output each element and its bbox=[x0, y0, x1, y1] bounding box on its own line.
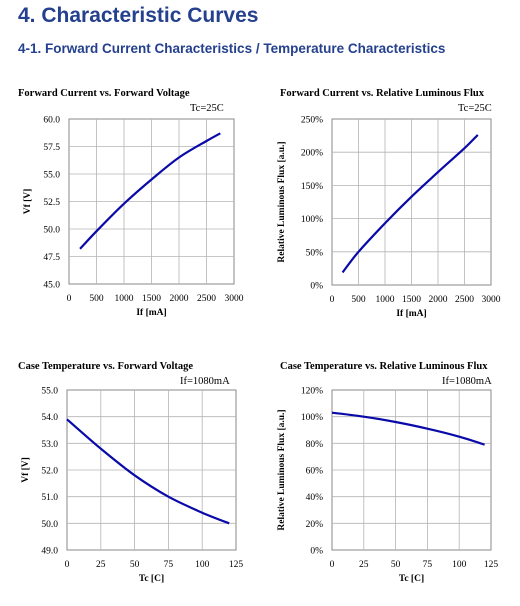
chart-condition: Tc=25C bbox=[458, 103, 492, 114]
y-tick-label: 57.5 bbox=[43, 143, 60, 153]
y-tick-label: 120% bbox=[301, 387, 323, 397]
x-tick-label: 3000 bbox=[482, 295, 501, 305]
series-line bbox=[341, 134, 479, 274]
x-tick-label: 75 bbox=[423, 560, 433, 570]
x-axis-label: Tc [C] bbox=[139, 574, 164, 584]
chart-if-flux: 0 500 1000 1500 2000 2500 3000 0% 50% 100% 150% 200… bbox=[277, 116, 501, 320]
x-tick-label: 50 bbox=[391, 560, 401, 570]
x-tick-label: 0 bbox=[330, 295, 335, 305]
chart-condition: Tc=25C bbox=[190, 103, 224, 114]
x-tick-label: 3000 bbox=[225, 294, 244, 304]
y-tick-label: 55.0 bbox=[43, 171, 60, 181]
x-tick-label: 0 bbox=[330, 560, 335, 570]
x-tick-label: 0 bbox=[65, 560, 70, 570]
x-tick-label: 100 bbox=[452, 560, 467, 570]
x-tick-label: 500 bbox=[89, 294, 104, 304]
series-line bbox=[331, 411, 485, 446]
x-tick-label: 75 bbox=[164, 560, 174, 570]
y-tick-label: 60.0 bbox=[43, 116, 60, 126]
chart-panel-tc-vf: Case Temperature vs. Forward Voltage If=… bbox=[18, 361, 278, 601]
y-tick-label: 0% bbox=[310, 547, 323, 557]
chart-condition: If=1080mA bbox=[180, 376, 230, 387]
x-axis-label: If [mA] bbox=[136, 308, 166, 318]
chart-title: Forward Current vs. Relative Luminous Fl… bbox=[280, 88, 484, 99]
x-tick-label: 100 bbox=[195, 560, 210, 570]
x-tick-label: 0 bbox=[67, 294, 72, 304]
x-tick-label: 1500 bbox=[402, 295, 421, 305]
y-tick-label: 250% bbox=[301, 116, 323, 126]
chart-if-vf: 0 500 1000 1500 2000 2500 3000 45.0 47.5 50.0 52.5… bbox=[23, 116, 244, 319]
y-tick-label: 100% bbox=[301, 215, 323, 225]
page-title: 4. Characteristic Curves bbox=[18, 4, 259, 27]
series-line bbox=[66, 418, 230, 525]
x-tick-label: 1000 bbox=[115, 294, 134, 304]
chart-panel-tc-flux: Case Temperature vs. Relative Luminous F… bbox=[260, 361, 520, 601]
x-tick-label: 25 bbox=[96, 560, 106, 570]
chart-panel-if-flux: Forward Current vs. Relative Luminous Fl… bbox=[260, 88, 520, 328]
y-tick-label: 80% bbox=[306, 440, 324, 450]
y-tick-label: 100% bbox=[301, 413, 323, 423]
y-tick-label: 54.0 bbox=[41, 413, 58, 423]
x-tick-label: 2500 bbox=[455, 295, 474, 305]
x-tick-label: 25 bbox=[359, 560, 369, 570]
y-axis-label: Vf [V] bbox=[23, 189, 33, 215]
y-tick-label: 47.5 bbox=[43, 253, 60, 263]
x-axis-label: If [mA] bbox=[396, 309, 426, 319]
chart-condition: If=1080mA bbox=[442, 376, 492, 387]
chart-title: Forward Current vs. Forward Voltage bbox=[18, 88, 190, 99]
y-tick-label: 20% bbox=[306, 520, 324, 530]
y-tick-label: 52.5 bbox=[43, 198, 60, 208]
x-tick-label: 125 bbox=[229, 560, 244, 570]
chart-title: Case Temperature vs. Forward Voltage bbox=[18, 361, 194, 372]
x-tick-label: 1500 bbox=[142, 294, 161, 304]
y-tick-label: 55.0 bbox=[41, 387, 58, 397]
y-tick-label: 49.0 bbox=[41, 547, 58, 557]
x-tick-label: 2000 bbox=[170, 294, 189, 304]
x-tick-label: 500 bbox=[351, 295, 366, 305]
y-tick-label: 45.0 bbox=[43, 281, 60, 291]
y-tick-label: 60% bbox=[306, 467, 324, 477]
chart-panel-if-vf: Forward Current vs. Forward Voltage Tc=2… bbox=[18, 88, 278, 328]
y-tick-label: 0% bbox=[310, 282, 323, 292]
y-tick-label: 52.0 bbox=[41, 467, 58, 477]
y-tick-label: 40% bbox=[306, 493, 324, 503]
y-tick-label: 53.0 bbox=[41, 440, 58, 450]
x-axis-label: Tc [C] bbox=[399, 574, 424, 584]
chart-tc-flux: 0 25 50 75 100 125 0% 20% 40% 60% 80% 100% 120% Tc [C… bbox=[277, 387, 499, 585]
y-axis-label: Vf [V] bbox=[21, 457, 31, 483]
y-tick-label: 50.0 bbox=[43, 226, 60, 236]
x-tick-label: 2500 bbox=[197, 294, 216, 304]
y-axis-label: Relative Luminous Flux [a.u.] bbox=[277, 141, 287, 262]
chart-tc-vf: 0 25 50 75 100 125 49.0 50.0 51.0 52.0 53.0 54.0 55.… bbox=[21, 387, 244, 585]
section-subtitle: 4-1. Forward Current Characteristics / T… bbox=[18, 41, 446, 56]
y-tick-label: 200% bbox=[301, 149, 323, 159]
chart-title: Case Temperature vs. Relative Luminous F… bbox=[280, 361, 488, 372]
x-tick-label: 2000 bbox=[429, 295, 448, 305]
y-tick-label: 150% bbox=[301, 182, 323, 192]
series-line bbox=[79, 132, 221, 250]
y-tick-label: 50% bbox=[306, 248, 324, 258]
x-tick-label: 50 bbox=[130, 560, 140, 570]
x-tick-label: 1000 bbox=[376, 295, 395, 305]
y-axis-label: Relative Luminous Flux [a.u.] bbox=[277, 409, 287, 530]
x-tick-label: 125 bbox=[484, 560, 499, 570]
y-tick-label: 50.0 bbox=[41, 520, 58, 530]
y-tick-label: 51.0 bbox=[41, 493, 58, 503]
